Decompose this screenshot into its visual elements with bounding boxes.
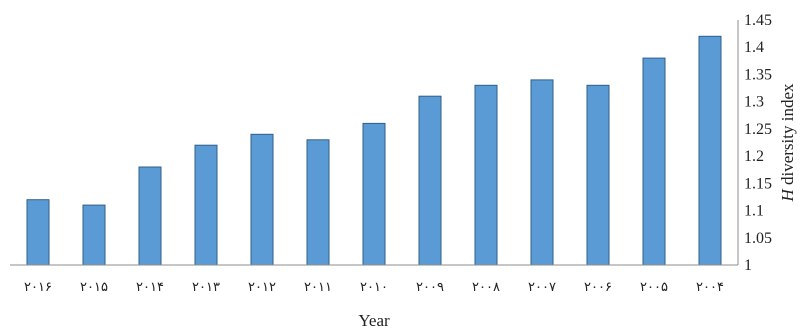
- bar-2: [138, 166, 162, 266]
- x-tick-label: ۲۰۰۵: [640, 280, 668, 295]
- bar-3: [194, 144, 218, 266]
- y-tick-label: 1.4: [744, 39, 764, 56]
- bar-12: [698, 35, 722, 266]
- x-tick-label: ۲۰۱۴: [136, 280, 164, 295]
- x-axis-title: Year: [358, 311, 390, 330]
- y-tick-label: 1: [744, 257, 752, 274]
- bar-6: [362, 122, 386, 266]
- y-axis-title-italic: H: [778, 188, 797, 203]
- x-tick-label: ۲۰۱۳: [192, 280, 220, 295]
- y-tick-labels: 1 1.05 1.1 1.15 1.2 1.25 1.3 1.35 1.4 1.45: [744, 12, 772, 274]
- x-tick-labels: ۲۰۱۶ ۲۰۱۵ ۲۰۱۴ ۲۰۱۳ ۲۰۱۲ ۲۰۱۱ ۲۰۱۰ ۲۰۰۹ ۲۰۰۸ ۲۰۰۷…: [24, 280, 724, 295]
- x-tick-label: ۲۰۱۵: [80, 280, 108, 295]
- y-tick-label: 1.25: [744, 121, 772, 138]
- bar-5: [306, 139, 330, 266]
- bar-11: [642, 57, 666, 266]
- y-tick-label: 1.15: [744, 175, 772, 192]
- y-tick-label: 1.05: [744, 230, 772, 247]
- y-tick-label: 1.3: [744, 94, 764, 111]
- bar-8: [474, 84, 498, 266]
- x-tick-label: ۲۰۰۶: [584, 280, 612, 295]
- y-axis-title-rest: diversity index: [778, 83, 797, 189]
- bar-4: [250, 133, 274, 266]
- bar-7: [418, 95, 442, 266]
- x-tick-label: ۲۰۰۸: [472, 280, 500, 295]
- bar-1: [82, 204, 106, 266]
- x-tick-label: ۲۰۱۲: [248, 280, 276, 295]
- bars-group: [26, 35, 722, 266]
- bar-9: [530, 79, 554, 266]
- x-tick-label: ۲۰۰۷: [528, 280, 556, 295]
- x-tick-label: ۲۰۱۰: [360, 280, 388, 295]
- bar-0: [26, 199, 50, 266]
- x-tick-label: ۲۰۱۶: [24, 280, 52, 295]
- y-axis-title: H diversity index: [778, 83, 797, 203]
- x-tick-label: ۲۰۰۹: [416, 280, 444, 295]
- x-tick-label: ۲۰۰۴: [696, 280, 724, 295]
- y-tick-label: 1.2: [744, 148, 764, 165]
- bar-10: [586, 84, 610, 266]
- y-tick-label: 1.1: [744, 203, 764, 220]
- y-tick-label: 1.35: [744, 66, 772, 83]
- x-tick-label: ۲۰۱۱: [304, 280, 332, 295]
- y-tick-label: 1.45: [744, 12, 772, 29]
